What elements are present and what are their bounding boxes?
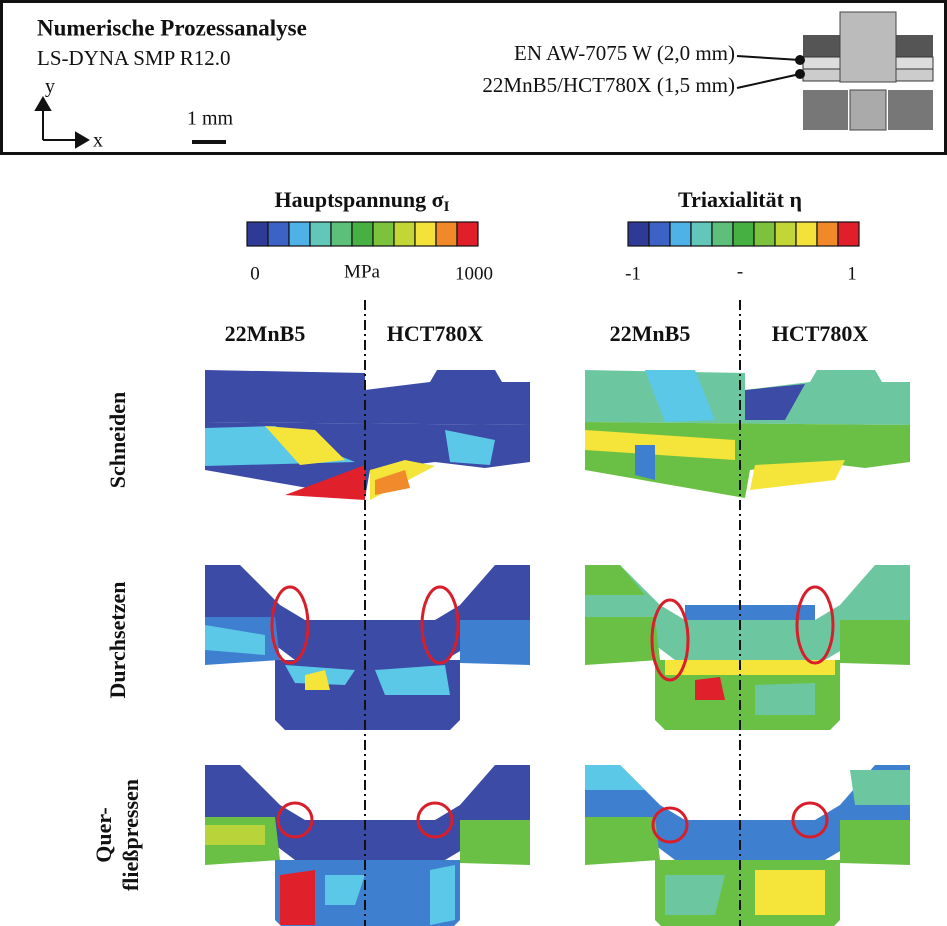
colorbar-swatch — [712, 222, 733, 246]
contour-region — [280, 870, 315, 925]
colorbar-swatch — [331, 222, 352, 246]
column-header: 22MnB5 — [610, 321, 691, 346]
colorbar-swatch — [394, 222, 415, 246]
colorbar-swatch — [457, 222, 478, 246]
colorbar-swatch — [352, 222, 373, 246]
colorbar-swatch — [415, 222, 436, 246]
material-top: EN AW-7075 W (2,0 mm) — [514, 41, 735, 65]
scale-label: 1 mm — [187, 108, 234, 130]
row-label: Durchsetzen — [105, 582, 130, 699]
axis-x-label: x — [93, 130, 103, 152]
column-header: HCT780X — [387, 321, 484, 346]
contour-region — [635, 445, 655, 480]
contour-region — [840, 620, 910, 665]
contour-plot — [205, 765, 530, 926]
contour-plot — [585, 565, 910, 730]
axis-y-label: y — [45, 76, 55, 98]
contour-region — [685, 605, 815, 620]
legend-min: 0 — [250, 263, 260, 284]
legend-unit: MPa — [344, 261, 380, 282]
colorbar-swatch — [373, 222, 394, 246]
legend-max: 1 — [847, 263, 857, 284]
simulation-panels — [205, 370, 910, 926]
axis-y-arrow — [36, 98, 50, 140]
contour-region — [755, 870, 825, 915]
colorbar-swatch — [649, 222, 670, 246]
contour-plot — [585, 370, 910, 498]
contour-plot — [205, 565, 530, 730]
software: LS-DYNA SMP R12.0 — [37, 46, 231, 70]
material-bottom: 22MnB5/HCT780X (1,5 mm) — [482, 73, 735, 97]
legend-title: Triaxialität η — [678, 187, 802, 212]
column-header: HCT780X — [772, 321, 869, 346]
row-label: Schneiden — [105, 392, 130, 489]
contour-region — [755, 683, 815, 715]
colorbar-swatch — [733, 222, 754, 246]
legend-min: -1 — [625, 263, 641, 284]
contour-region — [460, 620, 530, 665]
colorbar-swatch — [670, 222, 691, 246]
figure: Numerische Prozessanalyse LS-DYNA SMP R1… — [0, 0, 947, 926]
row-label: Quer- — [91, 807, 116, 862]
contour-region — [585, 617, 660, 665]
contour-region — [205, 370, 530, 425]
colorbar-swatch — [817, 222, 838, 246]
contour-region — [585, 817, 660, 865]
contour-region — [460, 820, 530, 865]
contour-plot — [585, 765, 910, 926]
row-label: fließpressen — [118, 779, 143, 891]
contour-region — [850, 770, 910, 805]
colorbar-swatch — [436, 222, 457, 246]
colorbar-swatch — [628, 222, 649, 246]
contour-region — [585, 765, 645, 790]
colorbar-swatch — [289, 222, 310, 246]
tool-sketch — [737, 12, 933, 130]
colorbar-swatch — [310, 222, 331, 246]
contour-region — [205, 825, 265, 845]
colorbar-swatch — [247, 222, 268, 246]
colorbar-swatch — [754, 222, 775, 246]
colorbar-swatch — [838, 222, 859, 246]
header-title: Numerische Prozessanalyse — [37, 15, 307, 40]
colorbar-swatch — [775, 222, 796, 246]
axis-x-arrow — [43, 133, 88, 147]
column-header: 22MnB5 — [225, 321, 306, 346]
legend-title: Hauptspannung σI — [275, 187, 450, 215]
colorbar-swatch — [268, 222, 289, 246]
contour-plot — [205, 370, 530, 500]
contour-region — [585, 565, 645, 595]
legend-unit: - — [737, 261, 743, 282]
contour-region — [695, 677, 725, 700]
contour-region — [840, 820, 910, 865]
contour-region — [430, 865, 455, 925]
contour-region — [750, 460, 845, 490]
legend-max: 1000 — [455, 263, 493, 284]
contour-region — [665, 875, 725, 915]
colorbar-swatch — [796, 222, 817, 246]
colorbar-swatch — [691, 222, 712, 246]
contour-region — [375, 665, 450, 695]
